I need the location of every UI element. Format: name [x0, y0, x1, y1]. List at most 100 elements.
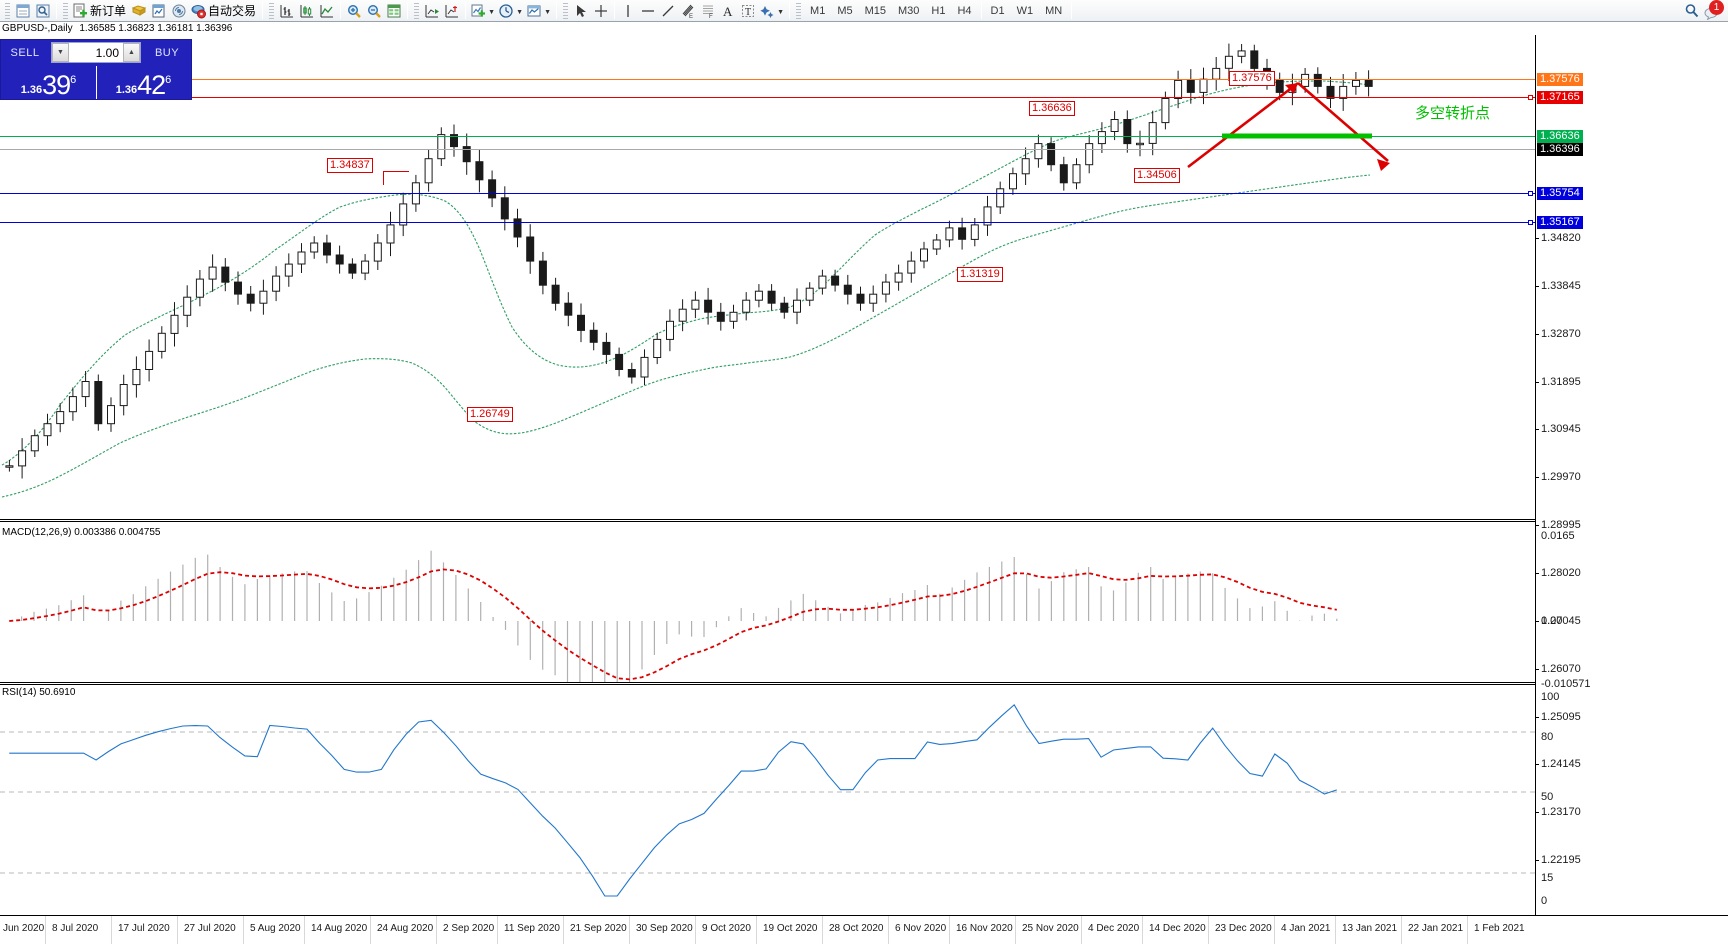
shapes-icon[interactable]: ▼	[758, 1, 786, 21]
time-scale[interactable]: Jun 2020 8 Jul 2020 17 Jul 2020 27 Jul 2020…	[0, 915, 1728, 944]
search-icon[interactable]	[1682, 1, 1702, 21]
indicators-icon[interactable]: ▼	[469, 1, 497, 21]
level-line-135754[interactable]	[0, 193, 1535, 194]
candle-body	[818, 275, 827, 289]
chevron-down-icon[interactable]: ▼	[488, 9, 495, 16]
toolbar-grip[interactable]	[414, 2, 420, 19]
toolbar-grip[interactable]	[269, 2, 275, 19]
candle-body	[1021, 158, 1030, 175]
trendline-icon[interactable]	[658, 1, 678, 21]
price-chart-panel[interactable]: 多空转折点 1.34837 1.26749 1.31319 1.36636 1.…	[0, 35, 1535, 518]
level-line-136636[interactable]	[0, 136, 1535, 137]
level-line-137165[interactable]	[0, 97, 1535, 98]
buy-label[interactable]: BUY	[154, 46, 180, 59]
timeframe-m1[interactable]: M1	[810, 4, 826, 17]
vertical-line-icon[interactable]	[618, 1, 638, 21]
level-handle-137165[interactable]	[1528, 95, 1533, 100]
timeframe-h4[interactable]: H4	[957, 4, 972, 17]
signals-icon[interactable]	[169, 1, 189, 21]
volume-stepper[interactable]: ▼ 1.00 ▲	[51, 42, 141, 63]
candle-body	[272, 275, 281, 292]
toolbar-grip[interactable]	[796, 2, 802, 19]
price-tick-134820: 1.34820	[1541, 232, 1581, 244]
candle-body	[500, 197, 509, 220]
macd-panel[interactable]: MACD(12,26,9) 0.003386 0.004755	[0, 527, 1535, 684]
candle-body	[437, 134, 446, 160]
level-line-135167[interactable]	[0, 222, 1535, 223]
crosshair-icon[interactable]	[591, 1, 611, 21]
periods-icon[interactable]: ▼	[497, 1, 525, 21]
level-label-126749[interactable]: 1.26749	[467, 407, 513, 422]
zoom-in-icon[interactable]	[344, 1, 364, 21]
auto-scroll-icon[interactable]	[422, 1, 442, 21]
notification-badge: 1	[1709, 0, 1724, 15]
toolbar-grip[interactable]	[5, 2, 10, 19]
level-label-131319[interactable]: 1.31319	[957, 267, 1003, 282]
toolbar-grip[interactable]	[63, 2, 68, 19]
zoom-out-icon[interactable]	[364, 1, 384, 21]
timeframe-w1[interactable]: W1	[1016, 4, 1034, 17]
level-label-134506[interactable]: 1.34506	[1134, 168, 1180, 183]
level-handle-135167[interactable]	[1528, 220, 1533, 225]
chevron-down-icon[interactable]: ▼	[516, 9, 523, 16]
timeframe-d1[interactable]: D1	[990, 4, 1005, 17]
level-label-136636[interactable]: 1.36636	[1029, 101, 1075, 116]
chart-grid-icon[interactable]	[384, 1, 404, 21]
volume-input[interactable]: 1.00	[95, 45, 119, 60]
sell-button[interactable]: 1.36 39 6	[1, 65, 96, 100]
candle-body	[589, 329, 598, 343]
volume-increase-button[interactable]: ▲	[123, 43, 140, 62]
chart-shift-icon[interactable]	[442, 1, 462, 21]
cursor-icon[interactable]	[571, 1, 591, 21]
buy-price-prefix: 1.36	[115, 84, 138, 96]
buy-price-big: 42	[137, 70, 166, 100]
sell-label[interactable]: SELL	[10, 46, 40, 59]
rsi-line	[9, 703, 1337, 897]
equidistant-channel-icon[interactable]: E	[678, 1, 698, 21]
timeframe-h1[interactable]: H1	[931, 4, 946, 17]
buy-button[interactable]: 1.36 42 6	[96, 65, 191, 100]
candlestick-series	[5, 43, 1373, 479]
data-window-icon[interactable]	[33, 1, 53, 21]
trend-arrow-up-line	[1187, 81, 1299, 169]
chevron-down-icon[interactable]: ▼	[544, 9, 551, 16]
volume-decrease-button[interactable]: ▼	[52, 43, 69, 62]
level-line-137576[interactable]	[0, 79, 1535, 80]
text-label-icon[interactable]: T	[738, 1, 758, 21]
macd-histogram	[21, 550, 1338, 684]
chevron-down-icon[interactable]: ▼	[777, 9, 784, 16]
timeframe-m5[interactable]: M5	[837, 4, 853, 17]
manual-drawings-svg	[1187, 81, 1390, 171]
candle-body	[831, 275, 840, 286]
timeframe-m15[interactable]: M15	[864, 4, 886, 17]
level-label-134837[interactable]: 1.34837	[327, 158, 373, 173]
new-order-button[interactable]: 新订单	[71, 1, 129, 21]
svg-text:E: E	[689, 14, 693, 19]
timeframe-mn[interactable]: MN	[1045, 4, 1063, 17]
level-label-137576[interactable]: 1.37576	[1229, 71, 1275, 86]
price-tick-129970: 1.29970	[1541, 471, 1581, 483]
rsi-panel[interactable]: RSI(14) 50.6910	[0, 687, 1535, 915]
timeframe-m30[interactable]: M30	[898, 4, 920, 17]
time-tick-label: 30 Sep 2020	[636, 923, 693, 934]
market-watch-icon[interactable]	[13, 1, 33, 21]
candlestick-chart-icon[interactable]	[297, 1, 317, 21]
arrow-head-down	[1377, 159, 1390, 171]
candle-body	[653, 338, 662, 358]
notifications-icon[interactable]: 1	[1702, 0, 1724, 21]
level-handle-135754[interactable]	[1528, 191, 1533, 196]
horizontal-line-icon[interactable]	[638, 1, 658, 21]
fibonacci-retracement-icon[interactable]: F	[698, 1, 718, 21]
one-click-trading-panel[interactable]: SELL ▼ 1.00 ▲ BUY 1.36 39 6 1.36 42 6	[0, 39, 192, 100]
mql5-community-icon[interactable]	[129, 1, 149, 21]
chart-area[interactable]: 多空转折点 1.34837 1.26749 1.31319 1.36636 1.…	[0, 35, 1728, 944]
toolbar-grip[interactable]	[563, 2, 569, 19]
candle-body	[56, 411, 65, 425]
terminal-icon[interactable]	[149, 1, 169, 21]
templates-icon[interactable]: ▼	[525, 1, 553, 21]
autotrading-button[interactable]: 自动交易	[189, 1, 259, 21]
panel-divider-macd-rsi	[0, 682, 1535, 685]
line-chart-icon[interactable]	[317, 1, 337, 21]
bar-chart-icon[interactable]	[277, 1, 297, 21]
text-icon[interactable]: A	[718, 1, 738, 21]
